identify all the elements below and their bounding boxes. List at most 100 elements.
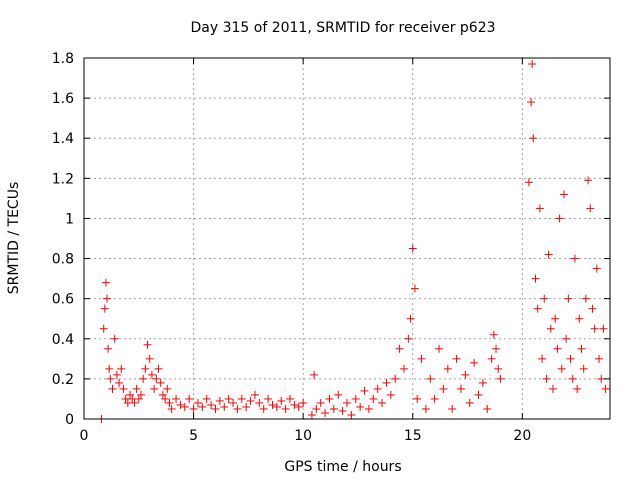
data-point	[294, 402, 303, 411]
data-point	[584, 176, 593, 185]
data-point	[551, 314, 560, 323]
data-point	[172, 394, 181, 403]
data-point	[435, 344, 444, 353]
data-point	[527, 98, 536, 107]
data-point	[590, 324, 599, 333]
data-point	[224, 394, 233, 403]
data-point	[465, 398, 474, 407]
data-point	[586, 204, 595, 213]
data-point	[360, 386, 369, 395]
data-point	[185, 394, 194, 403]
data-point	[391, 374, 400, 383]
data-point	[268, 400, 277, 409]
data-point	[167, 404, 176, 413]
data-point	[356, 402, 365, 411]
data-point	[573, 384, 582, 393]
x-tick-label: 10	[294, 428, 312, 444]
data-point	[404, 334, 413, 343]
data-point	[207, 400, 216, 409]
data-point	[163, 384, 172, 393]
data-point	[399, 364, 408, 373]
y-tick-label: 0.8	[52, 252, 74, 268]
x-tick-label: 5	[189, 428, 198, 444]
data-point	[557, 364, 566, 373]
data-point	[145, 354, 154, 363]
data-point	[189, 404, 198, 413]
data-point	[406, 314, 415, 323]
data-point	[154, 364, 163, 373]
data-point	[99, 324, 108, 333]
data-point	[264, 394, 273, 403]
data-point	[255, 398, 264, 407]
data-point	[443, 364, 452, 373]
data-point	[553, 344, 562, 353]
data-point	[156, 378, 165, 387]
data-point	[104, 344, 113, 353]
data-point	[112, 370, 121, 379]
plot-frame	[83, 57, 611, 420]
data-point	[338, 406, 347, 415]
data-point	[601, 384, 610, 393]
x-tick-label: 0	[80, 428, 89, 444]
data-point	[538, 354, 547, 363]
data-point	[139, 374, 148, 383]
data-point	[325, 394, 334, 403]
data-point	[496, 374, 505, 383]
data-point	[564, 294, 573, 303]
data-point	[100, 304, 109, 313]
data-point	[577, 344, 586, 353]
data-point	[198, 402, 207, 411]
data-point	[220, 402, 229, 411]
data-point	[546, 324, 555, 333]
data-point	[555, 214, 564, 223]
data-point	[233, 404, 242, 413]
data-point	[136, 390, 145, 399]
data-point	[286, 394, 295, 403]
data-point	[343, 398, 351, 407]
data-point	[487, 354, 496, 363]
data-point	[408, 244, 417, 253]
data-point	[540, 294, 549, 303]
data-point	[570, 254, 579, 263]
data-point	[259, 404, 268, 413]
data-point	[535, 204, 544, 213]
data-point	[321, 408, 330, 417]
grid	[84, 58, 610, 419]
y-tick-label: 1.8	[52, 51, 74, 67]
data-point	[386, 390, 395, 399]
y-tick-label: 0.2	[52, 372, 74, 388]
data-point	[494, 364, 503, 373]
ticks: 0 5 10 15 20 0 0.2 0.4 0.6 0.8 1 1.2 1.4 1.6 1.8	[52, 51, 610, 444]
data-point	[595, 354, 604, 363]
data-point	[158, 390, 167, 399]
data-point	[597, 374, 606, 383]
y-tick-label: 0	[65, 412, 74, 428]
data-point	[312, 404, 321, 413]
data-point	[165, 398, 174, 407]
data-point	[542, 374, 551, 383]
data-point	[562, 334, 571, 343]
data-point	[575, 314, 584, 323]
data-point	[211, 404, 220, 413]
data-point	[246, 396, 255, 405]
data-point	[193, 398, 202, 407]
data-point	[378, 398, 387, 407]
data-point	[588, 304, 597, 313]
data-point	[310, 370, 319, 379]
data-point	[531, 274, 540, 283]
data-point	[103, 294, 112, 303]
data-point	[215, 396, 224, 405]
data-point	[524, 178, 533, 187]
data-point	[134, 394, 143, 403]
data-point	[147, 370, 156, 379]
data-point	[307, 410, 316, 419]
x-axis-label: GPS time / hours	[284, 459, 401, 475]
data-point	[421, 404, 430, 413]
data-point	[117, 364, 126, 373]
data-point	[426, 374, 435, 383]
y-tick-label: 1.6	[52, 91, 74, 107]
data-point	[492, 344, 501, 353]
data-point	[229, 398, 238, 407]
data-point	[599, 324, 608, 333]
data-point	[478, 378, 487, 387]
